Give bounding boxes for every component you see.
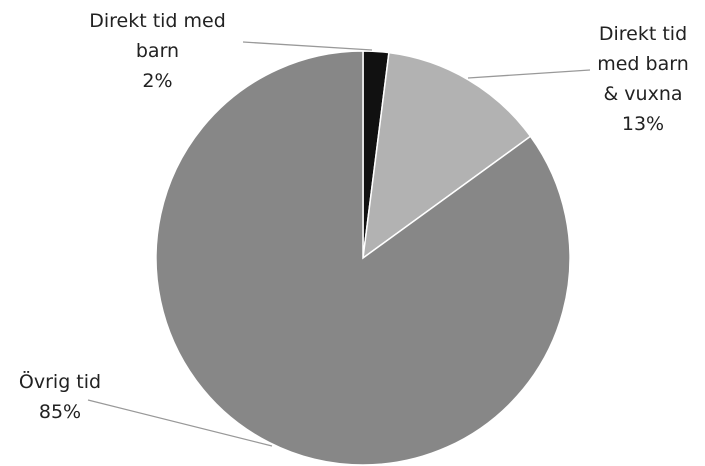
leader-line (467, 69, 591, 79)
pie-slice (155, 50, 571, 466)
category-label: Övrig tid (18, 371, 102, 393)
category-label: Direkt tid med barn (89, 10, 226, 62)
leader-line (87, 399, 273, 447)
value-label: 13% (621, 113, 665, 135)
value-label: 85% (38, 401, 82, 423)
category-label: Direkt tid med barn & vuxna (597, 23, 689, 105)
value-label: 2% (142, 70, 173, 92)
slice-label: Direkt tid med barn & vuxna 13% (593, 19, 693, 139)
pie-slice (362, 51, 532, 260)
leader-line (242, 41, 373, 51)
slice-label: Övrig tid 85% (0, 367, 120, 427)
slice-label: Direkt tid med barn 2% (70, 6, 245, 96)
slices (155, 50, 571, 466)
